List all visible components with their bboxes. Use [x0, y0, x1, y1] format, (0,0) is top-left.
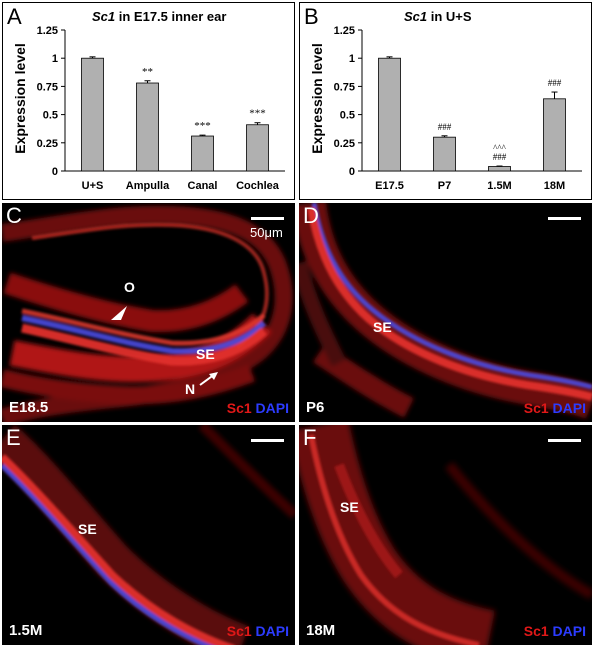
- stage-label-d: P6: [306, 399, 325, 416]
- x-tick-label: Canal: [188, 180, 218, 192]
- y-tick-label: 0.75: [37, 81, 58, 93]
- bar: [433, 136, 456, 172]
- micrograph-c: C 50μm O SE N E18.5 Sc1 DAPI: [2, 203, 295, 422]
- stain-legend-c: Sc1 DAPI: [227, 400, 289, 416]
- chart-a-title: Sc1 in E17.5 inner ear: [92, 9, 226, 24]
- micrograph-e-image: [2, 425, 295, 645]
- stain-counterstain-d: DAPI: [552, 400, 586, 416]
- chart-b-title-rest: in U+S: [427, 9, 472, 24]
- x-tick-label: Cochlea: [236, 180, 280, 192]
- micrograph-c-image: [2, 205, 293, 422]
- x-tick-label: 1.5M: [487, 180, 511, 192]
- bar: [488, 166, 511, 172]
- micrograph-f: F SE 18M Sc1 DAPI: [299, 425, 592, 645]
- x-tick-label: E17.5: [375, 180, 404, 192]
- stain-marker-d: Sc1: [523, 400, 549, 416]
- panel-letter-f: F: [303, 425, 317, 450]
- tissue-label-se: SE: [373, 319, 392, 335]
- y-axis-title: Expression level: [12, 43, 28, 154]
- stain-counterstain-f: DAPI: [552, 623, 586, 639]
- tissue-label-n: N: [185, 381, 196, 397]
- y-tick-label: 1.25: [334, 25, 355, 37]
- tissue-label-o: O: [124, 279, 135, 295]
- tissue-label-se: SE: [340, 499, 359, 515]
- y-tick-label: 0.75: [334, 81, 355, 93]
- bar: [191, 135, 214, 172]
- y-tick-label: 0.5: [340, 110, 355, 122]
- bar: [81, 57, 104, 172]
- y-tick-label: 0.5: [43, 110, 58, 122]
- y-tick-label: 0.25: [37, 138, 58, 150]
- chart-panel-a: 0 0.25 0.5 0.75 1 1.25 Expression level U+S ** Am…: [2, 2, 295, 200]
- stain-marker-e: Sc1: [226, 623, 252, 639]
- significance-label: ###: [438, 122, 452, 132]
- chart-a-title-rest: in E17.5 inner ear: [115, 9, 227, 24]
- tissue-label-se: SE: [196, 346, 215, 362]
- stain-marker-c: Sc1: [226, 400, 252, 416]
- stain-counterstain-e: DAPI: [255, 623, 289, 639]
- stage-label-e: 1.5M: [9, 622, 43, 639]
- chart-b-title: Sc1 in U+S: [404, 9, 472, 24]
- y-tick-label: 0: [52, 166, 58, 178]
- scale-bar: [548, 439, 581, 442]
- panel-letter-c: C: [6, 203, 22, 228]
- significance-label: ^^^: [493, 143, 506, 153]
- stain-legend-f: Sc1 DAPI: [524, 623, 586, 639]
- arrow-n: [199, 372, 218, 386]
- y-tick-label: 0: [349, 166, 355, 178]
- y-axis-title: Expression level: [309, 43, 325, 154]
- y-tick-label: 1: [52, 53, 58, 65]
- x-tick-label: U+S: [82, 180, 104, 192]
- stain-legend-e: Sc1 DAPI: [227, 623, 289, 639]
- tissue-label-se: SE: [78, 521, 97, 537]
- bar: [246, 124, 269, 172]
- chart-panel-b: 0 0.25 0.5 0.75 1 1.25 Expression level E17.5 ##…: [299, 2, 592, 200]
- x-tick-label: 18M: [544, 180, 565, 192]
- scale-bar-label: 50μm: [250, 225, 283, 240]
- chart-a-title-gene: Sc1: [92, 9, 116, 24]
- significance-label: ###: [548, 78, 562, 88]
- micrograph-e: E SE 1.5M Sc1 DAPI: [2, 425, 295, 645]
- stain-marker-f: Sc1: [523, 623, 549, 639]
- x-tick-label: P7: [438, 180, 451, 192]
- x-tick-label: Ampulla: [126, 180, 170, 192]
- significance-label: ###: [493, 152, 507, 162]
- arrowhead-o: [111, 306, 127, 320]
- panel-letter-e: E: [6, 425, 21, 450]
- significance-label: ***: [194, 120, 211, 132]
- stage-label-c: E18.5: [9, 399, 49, 416]
- panel-letter-d: D: [303, 203, 319, 228]
- y-tick-label: 1.25: [37, 25, 58, 37]
- micrograph-d-image: [299, 203, 592, 419]
- significance-label: **: [142, 66, 153, 78]
- bar: [136, 82, 159, 172]
- micrograph-f-image: [299, 425, 592, 645]
- micrograph-d: D SE P6 Sc1 DAPI: [299, 203, 592, 422]
- stage-label-f: 18M: [306, 622, 336, 639]
- bar: [378, 57, 401, 172]
- stain-legend-d: Sc1 DAPI: [524, 400, 586, 416]
- stain-counterstain-c: DAPI: [255, 400, 289, 416]
- panel-letter-a: A: [7, 4, 22, 29]
- chart-a-svg: 0 0.25 0.5 0.75 1 1.25 Expression level U+S ** Am…: [12, 25, 285, 192]
- y-tick-label: 1: [349, 53, 355, 65]
- chart-b-svg: 0 0.25 0.5 0.75 1 1.25 Expression level E17.5 ##…: [309, 25, 582, 192]
- chart-b-title-gene: Sc1: [404, 9, 428, 24]
- scale-bar: [548, 217, 581, 220]
- scale-bar: [251, 439, 284, 442]
- bar: [543, 98, 566, 172]
- panel-letter-b: B: [304, 4, 319, 29]
- y-tick-label: 0.25: [334, 138, 355, 150]
- significance-label: ***: [249, 108, 266, 120]
- scale-bar: [251, 217, 284, 220]
